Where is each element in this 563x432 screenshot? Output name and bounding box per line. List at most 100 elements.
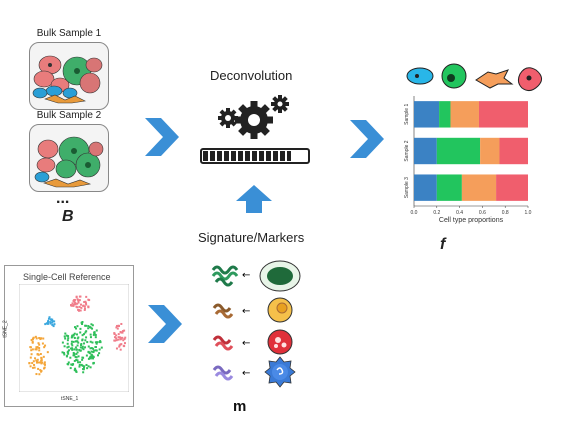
tsne-point [85,354,88,357]
tsne-point [39,353,42,356]
tsne-point [67,349,70,352]
tsne-point [116,327,119,330]
tsne-point [67,361,70,364]
tsne-point [49,322,52,325]
tsne-point [40,369,43,372]
tsne-point [121,330,124,333]
tsne-point [36,358,39,361]
tsne-point [83,342,86,345]
tsne-point [82,304,85,307]
tsne-point [82,366,85,369]
tsne-point [83,301,86,304]
tsne-point [81,345,84,348]
tsne-point [51,323,54,326]
tsne-point [32,336,35,339]
cell-types-row [406,63,542,92]
tsne-point [35,373,38,376]
tsne-point [83,305,86,308]
tsne-point [35,337,38,340]
tsne-point [78,348,81,351]
tsne-point [82,348,85,351]
tsne-point [86,367,89,370]
tsne-point [75,327,78,330]
tsne-point [71,335,74,338]
tsne-point [70,342,73,345]
tsne-point [92,350,95,353]
tsne-point [85,303,88,306]
tsne-point [115,334,118,337]
tsne-point [61,351,64,354]
tsne-point [91,356,94,359]
category-label: Sample 2 [404,140,410,161]
tsne-point [72,303,75,306]
tsne-point [88,356,91,359]
signature-matrix-label: m [233,398,247,415]
tsne-point [81,338,84,341]
tsne-point [53,320,56,323]
tsne-point [120,322,123,325]
cell-type-cyan-icon [406,67,434,85]
deconvolution-progress-bar [200,148,310,164]
tsne-point [74,346,77,349]
tsne-point [89,333,92,336]
tsne-point [38,343,41,346]
tsne-point [79,327,82,330]
tsne-point [41,342,44,345]
tsne-point [79,331,82,334]
tsne-point [34,357,37,360]
progress-fill [203,151,292,161]
tsne-point [80,303,83,306]
gears-icon [218,95,289,139]
tsne-point [53,323,56,326]
tsne-point [93,349,96,352]
bulk-sample-1-box [29,42,109,110]
tsne-xlabel: tSNE_1 [61,396,79,402]
tsne-point [76,298,79,301]
tsne-point [42,337,45,340]
tsne-point [44,344,47,347]
tsne-point [89,340,92,343]
tsne-point [73,348,76,351]
tsne-point [80,344,83,347]
bulk-sample-2-cells [34,136,104,188]
tsne-point [38,349,41,352]
tsne-point [61,341,64,344]
tsne-point [75,370,78,373]
x-axis-label: Cell type proportions [439,217,504,224]
tsne-point [81,334,84,337]
tsne-point [76,344,79,347]
tsne-point [70,340,73,343]
tsne-point [67,335,70,338]
tsne-point [35,347,38,350]
tsne-point [77,301,80,304]
tsne-point [76,333,79,336]
tsne-point [67,350,70,353]
tsne-point [115,339,118,342]
bar-segment [480,137,500,165]
tsne-point [74,367,77,370]
tsne-point [87,365,90,368]
tsne-point [87,345,90,348]
tsne-point [63,335,66,338]
tsne-point [90,323,93,326]
tsne-point [74,302,77,305]
tsne-point [29,365,32,368]
tsne-point [98,352,101,355]
category-label: Sample 1 [404,104,410,125]
bar-segment [499,137,528,165]
tsne-point [94,336,97,339]
tsne-point [118,344,121,347]
tsne-point [73,354,76,357]
tsne-ylabel: tSNE_2 [2,320,9,338]
tsne-point [43,367,46,370]
tsne-point [69,347,72,350]
tsne-point [29,346,32,349]
tsne-point [91,327,94,330]
tsne-point [73,300,76,303]
tsne-point [87,298,90,301]
marker-gene-icon [211,265,239,287]
tsne-point [67,337,70,340]
tsne-point [79,346,82,349]
tsne-point [117,333,120,336]
tsne-point [113,332,116,335]
